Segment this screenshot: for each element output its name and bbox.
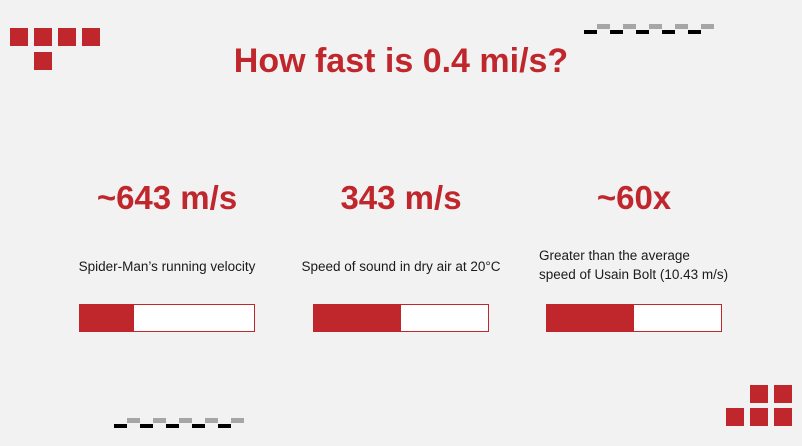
decor-dash <box>140 424 153 428</box>
decor-dash <box>127 418 140 423</box>
decor-dash <box>636 30 649 34</box>
decor-dash <box>701 24 714 29</box>
decor-square <box>750 408 768 426</box>
decor-square <box>774 408 792 426</box>
decor-dash <box>166 424 179 428</box>
decor-square <box>726 408 744 426</box>
decor-square <box>774 385 792 403</box>
decor-dash <box>192 424 205 428</box>
stat-value: 343 m/s <box>340 179 462 216</box>
decor-dash <box>179 418 192 423</box>
progress-bar <box>546 304 722 332</box>
decor-dash-line-bottom <box>114 418 248 428</box>
decor-dash <box>688 30 701 34</box>
decor-square <box>82 28 100 46</box>
progress-bar-fill <box>547 305 634 331</box>
decor-dash <box>218 424 231 428</box>
stat-label: Spider-Man’s running velocity <box>78 258 256 274</box>
stat-card: ~643 m/s <box>57 176 277 220</box>
decor-dash <box>675 24 688 29</box>
decor-square <box>10 28 28 46</box>
decor-dash <box>597 24 610 29</box>
decor-square <box>34 52 52 70</box>
decor-dash <box>153 418 166 423</box>
decor-square <box>58 28 76 46</box>
stat-card: ~60x <box>524 176 744 220</box>
progress-bar-fill <box>314 305 401 331</box>
progress-bar <box>79 304 255 332</box>
decor-dash <box>610 30 623 34</box>
decor-dash <box>662 30 675 34</box>
decor-dash <box>623 24 636 29</box>
stat-value: ~60x <box>596 179 672 216</box>
stat-label: Greater than the average speed of Usain … <box>539 248 729 282</box>
slide-title: How fast is 0.4 mi/s? <box>233 42 569 80</box>
progress-bar-fill <box>80 305 134 331</box>
decor-dash-line-top <box>584 24 718 34</box>
decor-dash <box>649 24 662 29</box>
stat-card: 343 m/s <box>291 176 511 220</box>
decor-dash <box>584 30 597 34</box>
decor-dash <box>231 418 244 423</box>
progress-bar <box>313 304 489 332</box>
decor-dash <box>205 418 218 423</box>
decor-square <box>750 385 768 403</box>
decor-square <box>34 28 52 46</box>
stat-label: Speed of sound in dry air at 20°C <box>301 258 501 274</box>
decor-dash <box>114 424 127 428</box>
stat-value: ~643 m/s <box>96 179 238 216</box>
